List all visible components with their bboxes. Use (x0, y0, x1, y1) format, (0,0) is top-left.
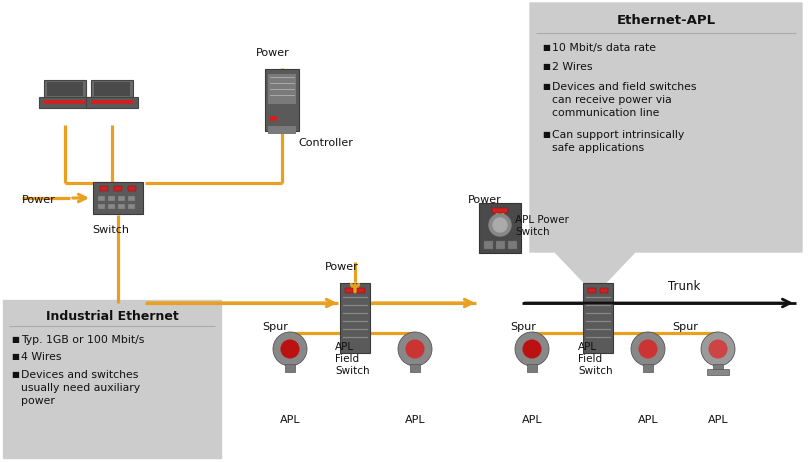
Text: Spur: Spur (510, 322, 536, 332)
Text: Power: Power (256, 48, 290, 58)
Bar (479, 203, 521, 253)
Text: Power: Power (468, 195, 502, 205)
Bar (484, 241, 493, 249)
Bar (98, 196, 105, 201)
Text: ■: ■ (11, 370, 19, 379)
Bar (98, 204, 105, 209)
Text: Can support intrinsically
safe applications: Can support intrinsically safe applicati… (552, 130, 684, 153)
Circle shape (523, 340, 541, 358)
Bar (118, 196, 125, 201)
Text: Power: Power (22, 195, 56, 205)
Text: Controller: Controller (298, 138, 353, 148)
Bar (527, 364, 537, 372)
Bar (269, 116, 277, 121)
Bar (265, 69, 299, 131)
Bar (108, 204, 115, 209)
Bar (44, 80, 86, 100)
Bar (128, 204, 135, 209)
Bar (345, 288, 353, 293)
Circle shape (489, 214, 511, 236)
Circle shape (406, 340, 424, 358)
Bar (410, 364, 420, 372)
Bar (508, 241, 517, 249)
Bar (707, 369, 729, 375)
Bar (86, 97, 138, 108)
Text: Devices and switches
usually need auxiliary
power: Devices and switches usually need auxili… (21, 370, 140, 406)
Text: ■: ■ (11, 335, 19, 344)
Circle shape (273, 332, 307, 366)
Text: APL
Field
Switch: APL Field Switch (335, 342, 369, 376)
Text: APL: APL (708, 415, 728, 425)
Bar (128, 196, 135, 201)
Circle shape (515, 332, 549, 366)
Text: Power: Power (325, 262, 359, 272)
Polygon shape (3, 300, 221, 458)
Bar (713, 364, 723, 371)
Text: Devices and field switches
can receive power via
communication line: Devices and field switches can receive p… (552, 82, 696, 118)
Bar (643, 364, 653, 372)
Bar (118, 204, 125, 209)
Text: ■: ■ (11, 353, 19, 361)
Text: 4 Wires: 4 Wires (21, 353, 61, 363)
Bar (340, 283, 370, 353)
Bar (600, 288, 608, 293)
Text: APL: APL (280, 415, 301, 425)
Bar (91, 80, 133, 100)
Text: Spur: Spur (262, 322, 288, 332)
Bar (588, 288, 596, 293)
Bar (47, 82, 83, 96)
Bar (91, 100, 133, 104)
Bar (496, 241, 505, 249)
Circle shape (398, 332, 432, 366)
Circle shape (639, 340, 657, 358)
Bar (39, 97, 91, 108)
Bar (357, 288, 365, 293)
Circle shape (493, 218, 507, 232)
Text: APL
Field
Switch: APL Field Switch (578, 342, 612, 376)
Circle shape (281, 340, 299, 358)
Text: ■: ■ (542, 43, 550, 52)
Text: ■: ■ (542, 62, 550, 72)
Bar (114, 186, 122, 191)
Text: 2 Wires: 2 Wires (552, 62, 592, 73)
Bar (583, 283, 613, 353)
Text: ■: ■ (542, 82, 550, 91)
Bar (94, 82, 130, 96)
Text: ■: ■ (542, 130, 550, 140)
Bar (108, 196, 115, 201)
Text: Ethernet-APL: Ethernet-APL (617, 14, 716, 28)
Circle shape (631, 332, 665, 366)
Circle shape (709, 340, 727, 358)
Text: APL: APL (405, 415, 425, 425)
Bar (268, 126, 296, 134)
Text: APL: APL (638, 415, 659, 425)
Text: Switch: Switch (92, 225, 129, 235)
Bar (100, 186, 108, 191)
Text: APL: APL (522, 415, 542, 425)
Text: APL Power
Switch: APL Power Switch (515, 215, 569, 237)
Polygon shape (530, 3, 802, 294)
Text: Spur: Spur (672, 322, 698, 332)
Text: Typ. 1GB or 100 Mbit/s: Typ. 1GB or 100 Mbit/s (21, 335, 145, 345)
Bar (93, 182, 143, 214)
Bar (285, 364, 295, 372)
Bar (44, 100, 86, 104)
Bar (268, 74, 296, 104)
Text: Trunk: Trunk (668, 280, 701, 293)
Text: 10 Mbit/s data rate: 10 Mbit/s data rate (552, 43, 656, 53)
Text: Industrial Ethernet: Industrial Ethernet (45, 310, 179, 322)
Bar (492, 208, 508, 213)
Circle shape (701, 332, 735, 366)
Bar (128, 186, 136, 191)
